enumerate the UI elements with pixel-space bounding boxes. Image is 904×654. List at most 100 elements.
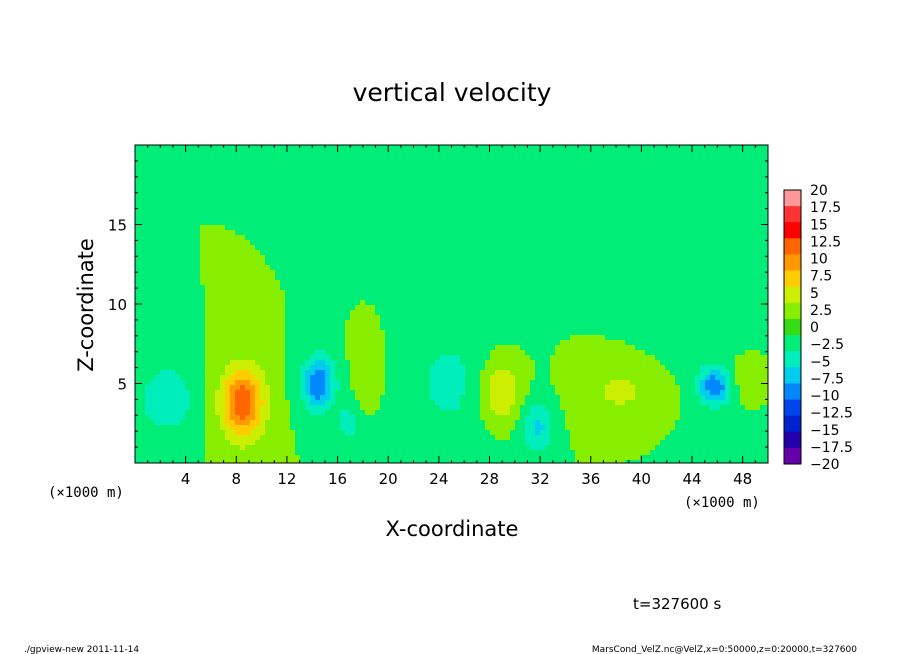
field-cell	[210, 185, 216, 191]
field-cell	[660, 190, 666, 196]
field-cell	[545, 155, 551, 161]
field-cell	[275, 290, 281, 296]
field-cell	[605, 185, 611, 191]
field-cell	[375, 145, 381, 151]
field-cell	[250, 145, 256, 151]
field-cell	[510, 255, 516, 261]
field-cell	[625, 275, 631, 281]
field-cell	[220, 290, 226, 296]
field-cell	[760, 280, 766, 286]
field-cell	[580, 210, 586, 216]
field-cell	[455, 245, 461, 251]
field-cell	[310, 235, 316, 241]
field-cell	[300, 225, 306, 231]
field-cell	[190, 335, 196, 341]
field-cell	[685, 175, 691, 181]
field-cell	[135, 290, 141, 296]
field-cell	[455, 230, 461, 236]
field-cell	[390, 235, 396, 241]
field-cell	[735, 180, 741, 186]
field-cell	[245, 160, 251, 166]
field-cell	[445, 300, 451, 306]
field-cell	[585, 200, 591, 206]
field-cell	[735, 250, 741, 256]
field-cell	[470, 265, 476, 271]
field-cell	[290, 225, 296, 231]
field-cell	[720, 320, 726, 326]
field-cell	[260, 235, 266, 241]
field-cell	[490, 300, 496, 306]
field-cell	[145, 160, 151, 166]
field-cell	[470, 225, 476, 231]
field-cell	[680, 185, 686, 191]
field-cell	[230, 245, 236, 251]
field-cell	[465, 220, 471, 226]
field-cell	[505, 290, 511, 296]
field-cell	[475, 305, 481, 311]
field-cell	[715, 175, 721, 181]
field-cell	[205, 155, 211, 161]
field-cell	[585, 290, 591, 296]
field-cell	[650, 250, 656, 256]
field-cell	[435, 180, 441, 186]
field-cell	[160, 165, 166, 171]
field-cell	[305, 185, 311, 191]
field-cell	[235, 180, 241, 186]
field-cell	[340, 170, 346, 176]
field-cell	[760, 265, 766, 271]
field-cell	[435, 320, 441, 326]
field-cell	[330, 335, 336, 341]
field-cell	[565, 175, 571, 181]
field-cell	[670, 220, 676, 226]
field-cell	[160, 310, 166, 316]
field-cell	[430, 170, 436, 176]
field-cell	[175, 250, 181, 256]
field-cell	[620, 300, 626, 306]
field-cell	[605, 325, 611, 331]
field-cell	[225, 175, 231, 181]
field-cell	[745, 325, 751, 331]
field-cell	[155, 275, 161, 281]
field-cell	[150, 300, 156, 306]
field-cell	[300, 270, 306, 276]
field-cell	[690, 335, 696, 341]
field-cell	[720, 295, 726, 301]
field-cell	[675, 180, 681, 186]
field-cell	[205, 180, 211, 186]
field-cell	[150, 230, 156, 236]
field-cell	[660, 215, 666, 221]
field-cell	[540, 205, 546, 211]
field-cell	[415, 185, 421, 191]
field-cell	[155, 325, 161, 331]
field-cell	[395, 280, 401, 286]
field-cell	[405, 205, 411, 211]
field-cell	[355, 255, 361, 261]
field-cell	[415, 260, 421, 266]
field-cell	[155, 165, 161, 171]
field-cell	[545, 300, 551, 306]
field-cell	[155, 290, 161, 296]
field-cell	[135, 265, 141, 271]
field-cell	[330, 155, 336, 161]
field-cell	[315, 210, 321, 216]
field-cell	[460, 210, 466, 216]
field-cell	[745, 145, 751, 151]
field-cell	[545, 330, 551, 336]
field-cell	[740, 230, 746, 236]
field-cell	[400, 280, 406, 286]
field-cell	[640, 290, 646, 296]
field-cell	[660, 280, 666, 286]
field-cell	[680, 255, 686, 261]
field-cell	[505, 255, 511, 261]
field-cell	[305, 280, 311, 286]
field-cell	[230, 190, 236, 196]
field-cell	[205, 215, 211, 221]
field-cell	[500, 240, 506, 246]
field-cell	[280, 160, 286, 166]
field-cell	[685, 225, 691, 231]
field-cell	[160, 185, 166, 191]
field-cell	[425, 195, 431, 201]
field-cell	[655, 285, 661, 291]
field-cell	[245, 290, 251, 296]
field-cell	[180, 295, 186, 301]
